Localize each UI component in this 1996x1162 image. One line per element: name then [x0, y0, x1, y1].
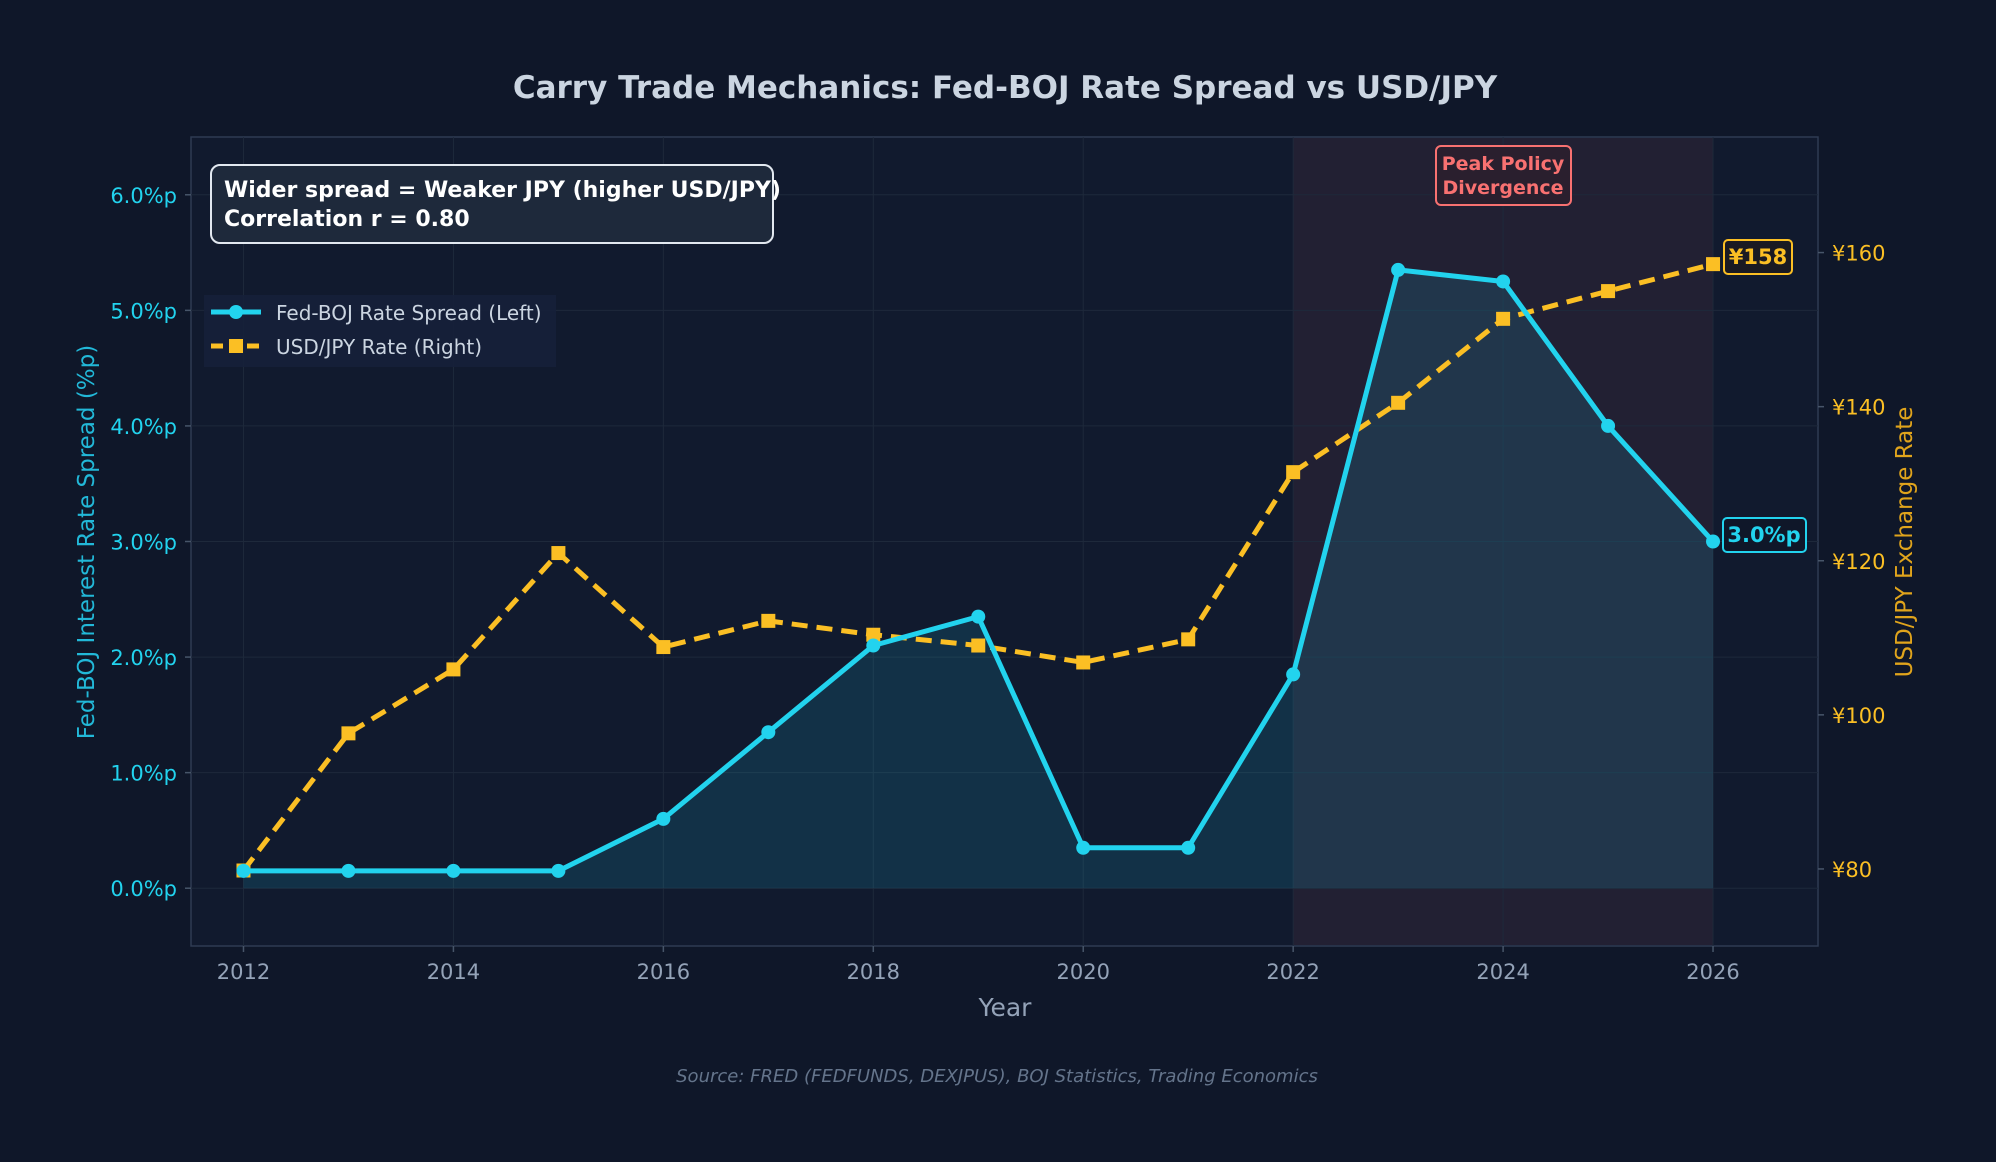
spread-point: [1496, 274, 1511, 289]
y-tick-label-left: 3.0%p: [110, 531, 177, 555]
legend-label-usdjpy: USD/JPY Rate (Right): [276, 335, 482, 359]
spread-point: [866, 638, 881, 653]
end-label-usdjpy-box: [1723, 239, 1793, 275]
spread-point: [236, 863, 251, 878]
usdjpy-point: [1391, 395, 1406, 410]
spread-point: [341, 863, 356, 878]
spread-point: [1601, 418, 1616, 433]
usdjpy-point: [1181, 632, 1196, 647]
usdjpy-point: [1076, 655, 1091, 670]
spread-point: [761, 725, 776, 740]
annotation-line-1: Wider spread = Weaker JPY (higher USD/JP…: [224, 178, 781, 203]
x-tick-label: 2020: [1056, 960, 1109, 984]
usdjpy-point: [551, 546, 566, 561]
spread-point: [446, 863, 461, 878]
peak-divergence-line-2: Divergence: [1442, 177, 1563, 199]
usdjpy-point: [1706, 257, 1721, 272]
chart-title: Carry Trade Mechanics: Fed-BOJ Rate Spre…: [513, 70, 1498, 106]
y-tick-label-right: ¥80: [1832, 858, 1872, 882]
usdjpy-point: [1286, 465, 1301, 480]
usdjpy-point: [971, 638, 986, 653]
spread-point: [1181, 840, 1196, 855]
legend-box: [204, 295, 556, 367]
spread-point: [1286, 667, 1301, 682]
end-label-spread-box: [1722, 517, 1807, 553]
usdjpy-point: [446, 662, 461, 677]
x-axis-title: Year: [978, 993, 1033, 1022]
x-tick-label: 2022: [1266, 960, 1319, 984]
usdjpy-point: [1601, 284, 1616, 299]
y-tick-label-right: ¥120: [1832, 550, 1885, 574]
x-tick-label: 2026: [1686, 960, 1739, 984]
x-tick-label: 2014: [427, 960, 480, 984]
legend: Fed-BOJ Rate Spread (Left) USD/JPY Rate …: [204, 295, 556, 367]
spread-area-fill: [243, 269, 1714, 889]
spread-point: [1391, 262, 1406, 277]
y-tick-label-right: ¥140: [1832, 396, 1885, 420]
spread-area-layer: [243, 269, 1714, 889]
usdjpy-point: [866, 627, 881, 642]
spread-point: [656, 811, 671, 826]
annotation-line-2: Correlation r = 0.80: [224, 207, 470, 232]
y-tick-label-right: ¥100: [1832, 704, 1885, 728]
spread-point: [1076, 840, 1091, 855]
spread-point: [971, 609, 986, 624]
legend-label-spread: Fed-BOJ Rate Spread (Left): [276, 301, 542, 325]
end-label-usdjpy: ¥158: [1723, 239, 1793, 275]
y-tick-label-left: 6.0%p: [110, 184, 177, 208]
end-label-spread-text: 3.0%p: [1727, 523, 1800, 547]
usdjpy-point: [656, 640, 671, 655]
spread-point: [551, 863, 566, 878]
x-tick-label: 2024: [1476, 960, 1529, 984]
y-tick-label-left: 1.0%p: [110, 762, 177, 786]
end-label-spread: 3.0%p: [1722, 517, 1807, 553]
end-label-usdjpy-text: ¥158: [1729, 245, 1787, 269]
legend-marker-spread: [229, 305, 243, 319]
correlation-annotation: Wider spread = Weaker JPY (higher USD/JP…: [210, 164, 781, 244]
x-tick-label: 2016: [637, 960, 690, 984]
peak-divergence-label: Peak Policy Divergence: [1435, 145, 1572, 206]
y-tick-label-left: 4.0%p: [110, 415, 177, 439]
spread-point: [1706, 534, 1721, 549]
axis-layer: 2012 2014 2016 2018 2020 2022 2024 2026 0.0%p 1.0…: [110, 184, 1885, 984]
series-layer: [236, 257, 1721, 878]
source-note: Source: FRED (FEDFUNDS, DEXJPUS), BOJ St…: [676, 1066, 1318, 1087]
peak-divergence-box: [1435, 145, 1572, 206]
x-tick-label: 2018: [847, 960, 900, 984]
usdjpy-point: [341, 726, 356, 741]
x-tick-label: 2012: [217, 960, 270, 984]
usdjpy-point: [1496, 311, 1511, 326]
peak-divergence-line-1: Peak Policy: [1442, 153, 1565, 175]
y-axis-title-right: USD/JPY Exchange Rate: [1892, 407, 1918, 678]
y-tick-label-left: 2.0%p: [110, 646, 177, 670]
annotation-box: [210, 164, 774, 244]
usdjpy-point: [761, 613, 776, 628]
legend-marker-usdjpy: [229, 339, 243, 353]
y-tick-label-left: 0.0%p: [110, 877, 177, 901]
y-axis-title-left: Fed-BOJ Interest Rate Spread (%p): [74, 345, 100, 739]
y-tick-label-left: 5.0%p: [110, 299, 177, 323]
y-tick-label-right: ¥160: [1832, 242, 1885, 266]
